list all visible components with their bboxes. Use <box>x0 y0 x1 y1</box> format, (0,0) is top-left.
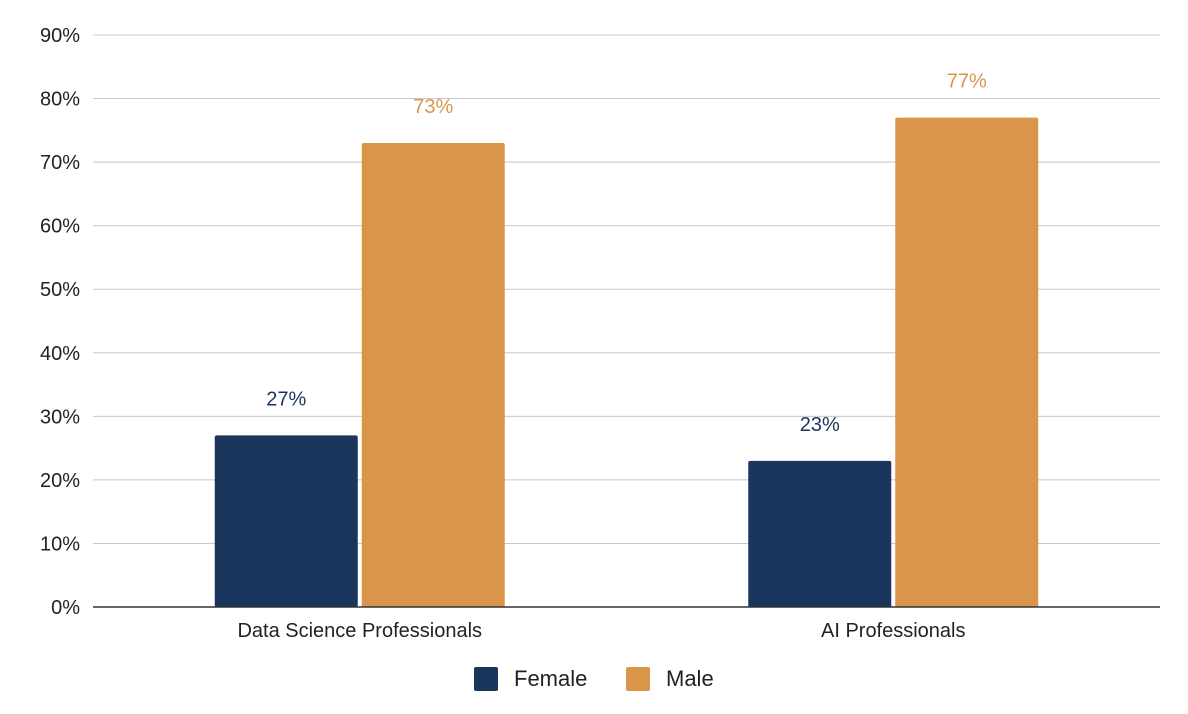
y-tick-label: 40% <box>40 343 80 365</box>
bar-female <box>748 460 892 607</box>
bar-male <box>361 143 505 608</box>
x-category-label: AI Professionals <box>821 620 966 642</box>
bar-female <box>214 435 358 607</box>
data-label-male: 73% <box>413 96 453 118</box>
bar-male <box>895 117 1039 607</box>
bars <box>214 117 1039 608</box>
y-tick-label: 90% <box>40 25 80 47</box>
data-label-female: 23% <box>800 414 840 436</box>
legend-label-male: Male <box>666 666 714 691</box>
y-tick-label: 80% <box>40 89 80 111</box>
legend-swatch-female <box>474 667 498 691</box>
y-tick-label: 10% <box>40 533 80 555</box>
y-tick-label: 60% <box>40 216 80 238</box>
data-labels: 27% 73% 23% 77% <box>266 71 987 436</box>
legend: Female Male <box>474 666 714 691</box>
data-label-male: 77% <box>947 71 987 93</box>
legend-swatch-male <box>626 667 650 691</box>
y-axis-ticks: 0% 10% 20% 30% 40% 50% 60% 70% 80% 90% <box>40 25 80 619</box>
y-tick-label: 0% <box>51 597 80 619</box>
y-tick-label: 30% <box>40 406 80 428</box>
y-tick-label: 20% <box>40 470 80 492</box>
y-tick-label: 50% <box>40 279 80 301</box>
x-axis-categories: Data Science Professionals AI Professiona… <box>237 620 965 642</box>
x-category-label: Data Science Professionals <box>237 620 482 642</box>
legend-label-female: Female <box>514 666 587 691</box>
y-tick-label: 70% <box>40 152 80 174</box>
data-label-female: 27% <box>266 388 306 410</box>
